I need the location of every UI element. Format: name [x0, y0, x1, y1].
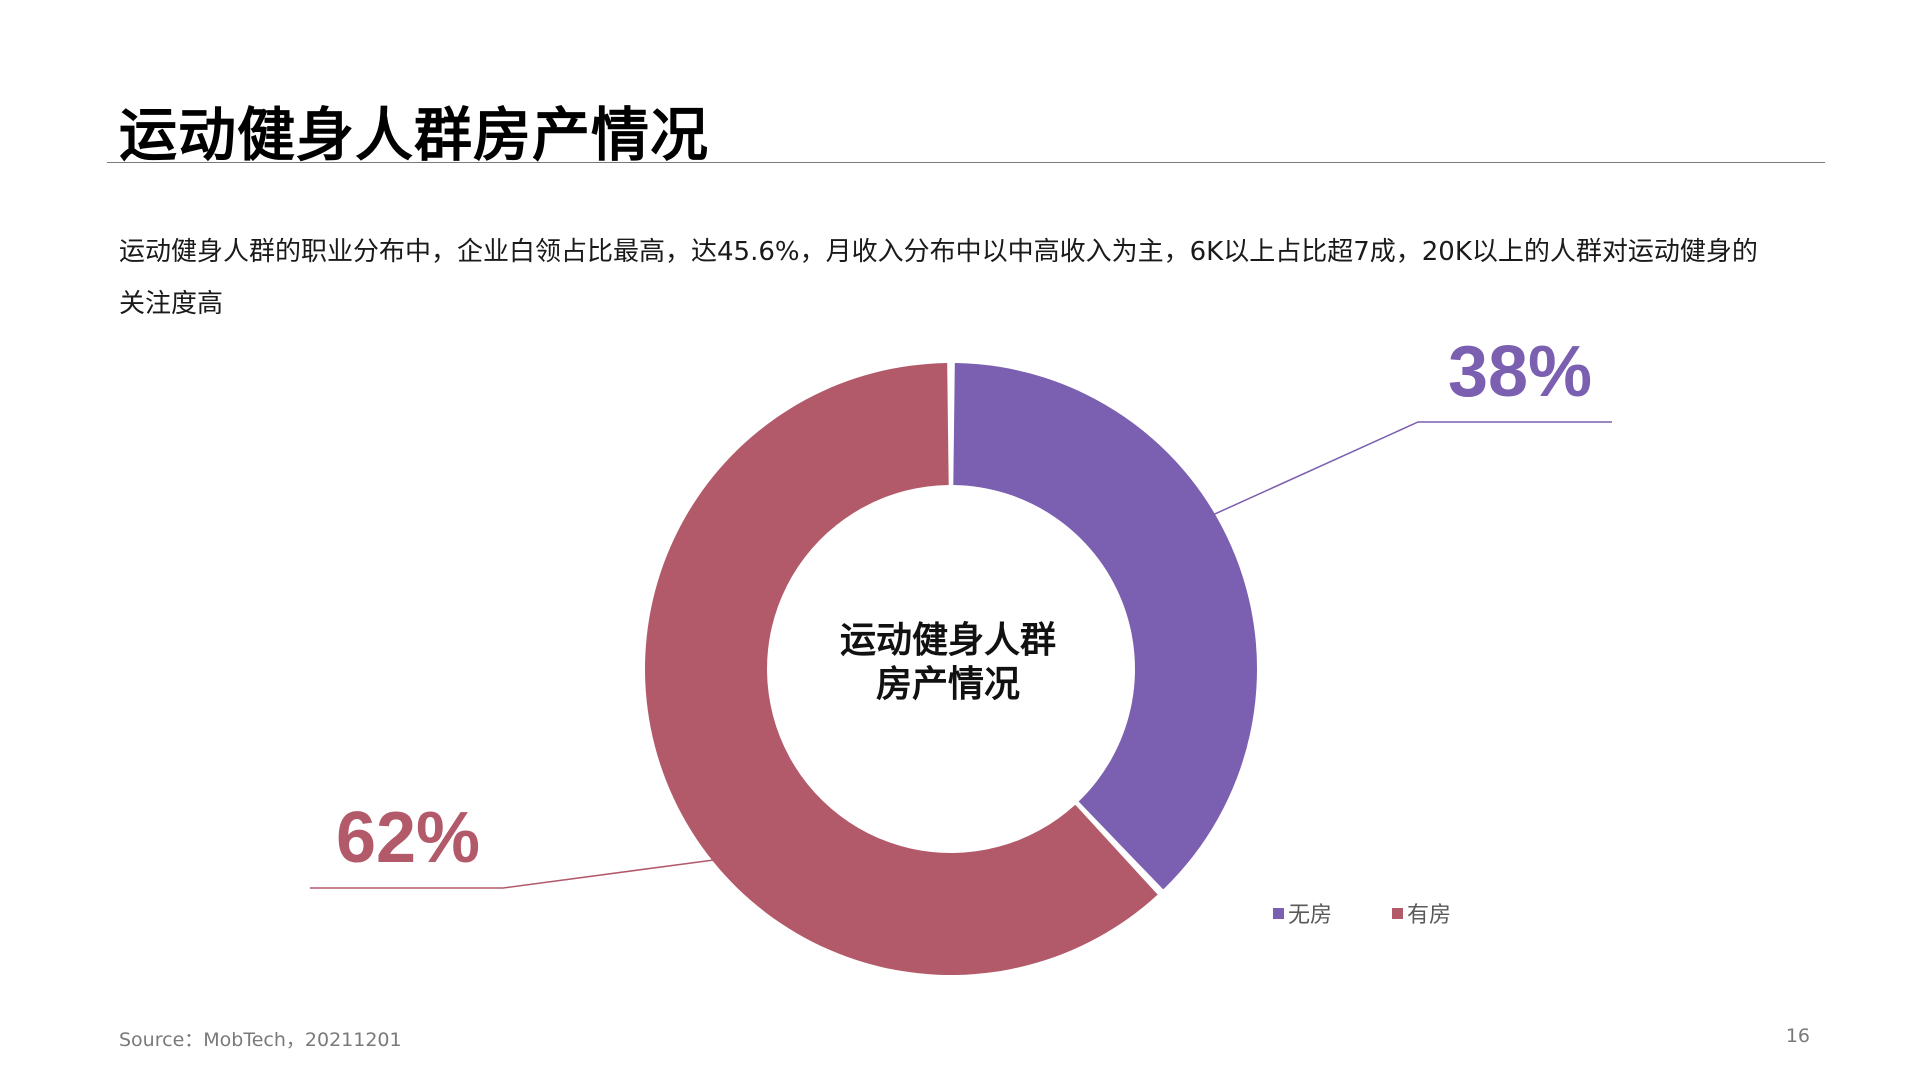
donut-slice-has-house	[645, 363, 1158, 975]
data-label-no-house: 38%	[1448, 332, 1592, 412]
leader-line-has-house	[310, 858, 722, 889]
page-number: 16	[1785, 1025, 1810, 1047]
center-label-line-2: 房产情况	[876, 664, 1020, 705]
title-divider	[107, 162, 1825, 163]
legend-label-no-house: 无房	[1288, 903, 1333, 928]
description-text: 运动健身人群的职业分布中，企业白领占比最高，达45.6%，月收入分布中以中高收入…	[119, 237, 1758, 319]
legend-item-no-house: 无房	[1273, 897, 1332, 929]
donut-slice-no-house	[953, 363, 1257, 890]
legend-swatch-no-house	[1273, 907, 1284, 919]
leader-line-no-house	[1207, 421, 1612, 518]
legend-swatch-has-house	[1392, 907, 1404, 919]
source-note: Source：MobTech，20211201	[119, 1029, 402, 1051]
chart-legend: 无房 有房	[1273, 897, 1451, 929]
legend-label-has-house: 有房	[1407, 903, 1452, 928]
data-label-has-house: 62%	[336, 798, 480, 878]
legend-item-has-house: 有房	[1392, 897, 1451, 929]
page-title: 运动健身人群房产情况	[119, 101, 710, 169]
center-label-line-1: 运动健身人群	[840, 620, 1056, 661]
